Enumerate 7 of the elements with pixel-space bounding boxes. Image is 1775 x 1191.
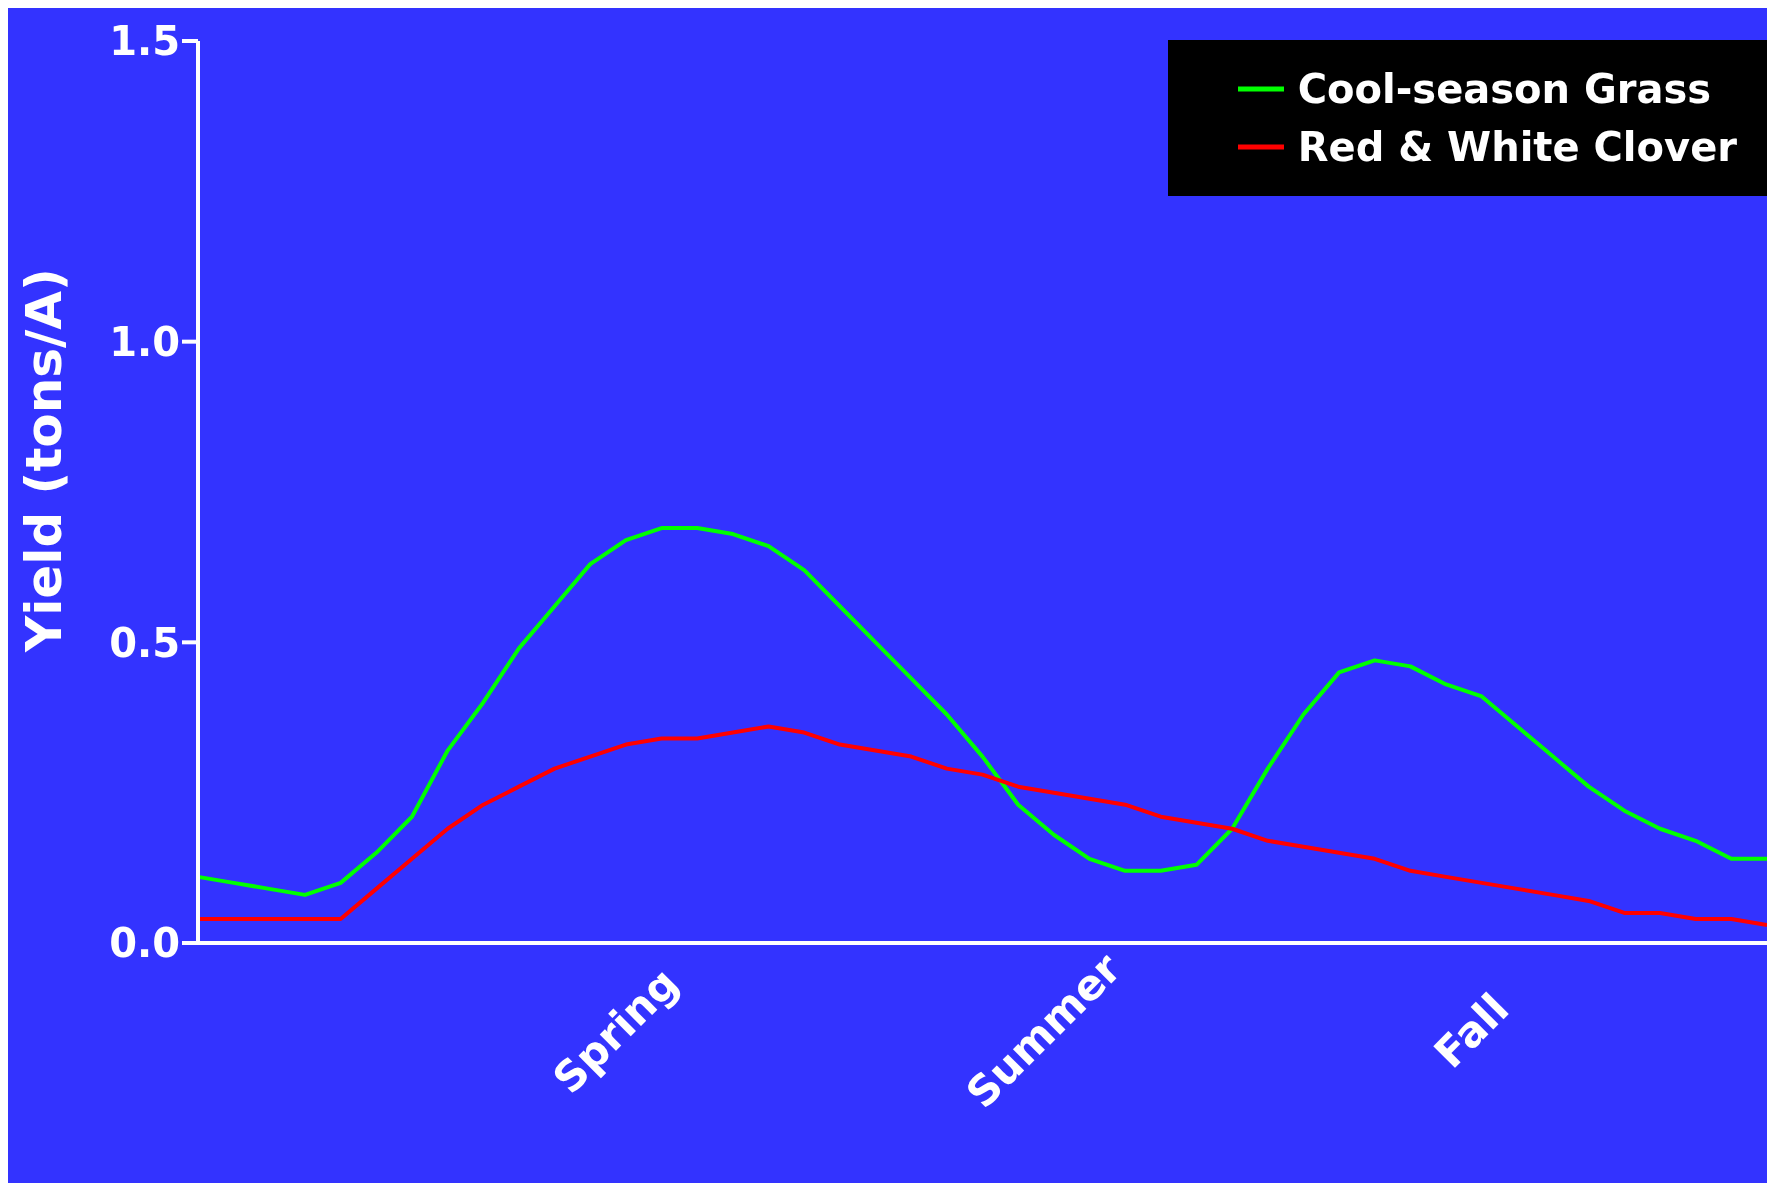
y-tick-label: 1.0 xyxy=(109,318,180,365)
y-axis-title: Yield (tons/A) xyxy=(14,268,73,653)
y-tick-label: 1.5 xyxy=(109,18,180,65)
legend-label: Cool-season Grass xyxy=(1297,66,1712,112)
y-tick-label: 0.0 xyxy=(109,920,180,967)
y-tick-label: 0.5 xyxy=(109,619,180,666)
legend-label: Red & White Clover xyxy=(1297,124,1737,170)
